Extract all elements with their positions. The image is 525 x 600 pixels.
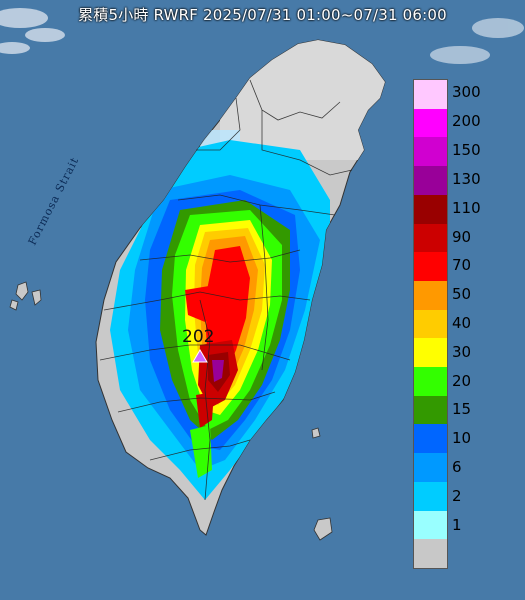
legend-label: 15 (452, 400, 472, 419)
legend-label: 200 (452, 112, 481, 131)
legend-labels: 300 200 150 130 110 90 70 50 40 30 20 15 10 6 2 1 (452, 79, 512, 569)
legend-swatch (414, 424, 447, 454)
legend-label: 150 (452, 141, 481, 160)
legend-label: 70 (452, 256, 472, 275)
legend-label: 90 (452, 227, 472, 246)
legend-label: 2 (452, 486, 462, 505)
legend-label: 110 (452, 198, 481, 217)
legend-label: 10 (452, 429, 472, 448)
legend-swatch (414, 395, 447, 425)
legend-swatch (414, 166, 447, 195)
legend-label: 1 (452, 515, 462, 534)
legend-swatch (414, 80, 447, 109)
legend-swatch (414, 367, 447, 396)
legend-swatch (414, 280, 447, 310)
legend-swatch (414, 137, 447, 167)
peak-value-label: 202 (182, 327, 215, 347)
legend-label: 50 (452, 285, 472, 304)
legend-swatch (414, 338, 447, 368)
legend-swatch (414, 539, 447, 568)
map-title: 累積5小時 RWRF 2025/07/31 01:00~07/31 06:00 (78, 6, 447, 24)
legend-label: 6 (452, 458, 462, 477)
legend-label: 130 (452, 169, 481, 188)
legend-swatch (414, 108, 447, 138)
legend-swatch (414, 252, 447, 281)
legend-swatch (414, 453, 447, 482)
peak-marker-icon (192, 349, 208, 363)
legend-label: 20 (452, 371, 472, 390)
legend-swatch (414, 510, 447, 540)
color-legend (413, 79, 448, 569)
legend-swatch (414, 309, 447, 339)
legend-label: 300 (452, 83, 481, 102)
legend-swatch (414, 223, 447, 253)
legend-label: 40 (452, 314, 472, 332)
legend-label: 30 (452, 342, 472, 361)
legend-swatch (414, 194, 447, 224)
legend-swatch (414, 481, 447, 511)
